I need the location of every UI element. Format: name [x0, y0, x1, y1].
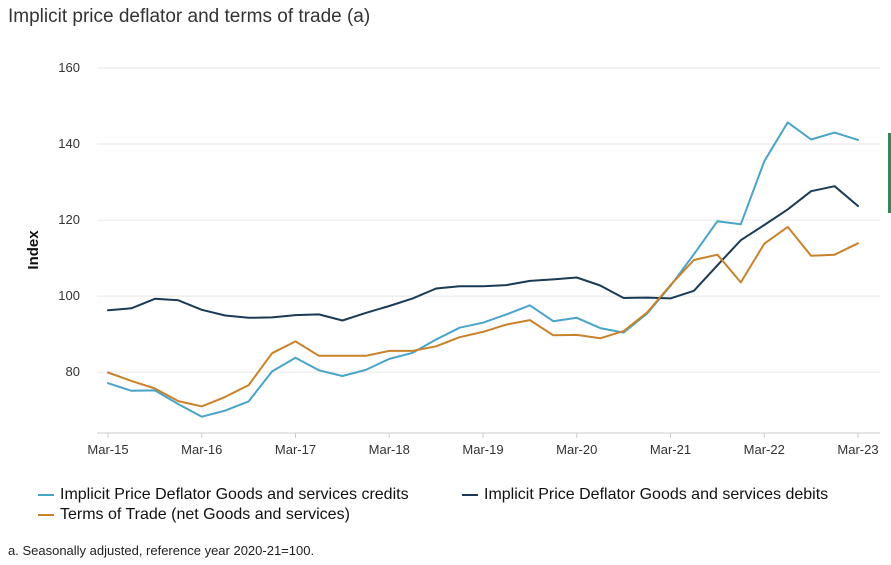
chart-title: Implicit price deflator and terms of tra…	[8, 6, 371, 27]
legend-item-debits[interactable]: Implicit Price Deflator Goods and servic…	[462, 486, 828, 504]
legend-swatch-debits	[462, 494, 478, 496]
x-tick-label-5: Mar-20	[556, 442, 597, 457]
y-tick-label-100: 100	[58, 288, 80, 303]
legend-swatch-terms-of-trade	[38, 514, 54, 516]
y-tick-label-160: 160	[58, 60, 80, 75]
y-tick-label-120: 120	[58, 212, 80, 227]
legend-label-credits: Implicit Price Deflator Goods and servic…	[60, 486, 409, 503]
y-axis-label: Index	[25, 230, 42, 270]
x-tick-label-6: Mar-21	[650, 442, 691, 457]
x-tick-label-0: Mar-15	[87, 442, 128, 457]
x-tick-label-3: Mar-18	[369, 442, 410, 457]
x-tick-label-7: Mar-22	[744, 442, 785, 457]
line-chart: 80 100 120 140 160 Mar-15 Mar-16 Mar-17 Mar-18 Ma…	[25, 60, 880, 457]
legend-item-credits[interactable]: Implicit Price Deflator Goods and servic…	[38, 486, 409, 504]
y-tick-label-80: 80	[66, 364, 80, 379]
x-tick-label-2: Mar-17	[275, 442, 316, 457]
legend-item-terms-of-trade[interactable]: Terms of Trade (net Goods and services)	[38, 506, 350, 524]
footnote: a. Seasonally adjusted, reference year 2…	[8, 543, 315, 558]
series-line-0	[107, 121, 859, 418]
legend-label-debits: Implicit Price Deflator Goods and servic…	[484, 486, 829, 503]
x-tick-label-4: Mar-19	[462, 442, 503, 457]
series-line-1	[107, 185, 859, 322]
legend-swatch-credits	[38, 494, 54, 496]
x-tick-label-8: Mar-23	[837, 442, 878, 457]
side-scroll-marker	[888, 133, 891, 213]
y-tick-label-140: 140	[58, 136, 80, 151]
x-tick-label-1: Mar-16	[181, 442, 222, 457]
series-line-2	[107, 225, 859, 408]
legend-label-terms-of-trade: Terms of Trade (net Goods and services)	[60, 506, 350, 523]
